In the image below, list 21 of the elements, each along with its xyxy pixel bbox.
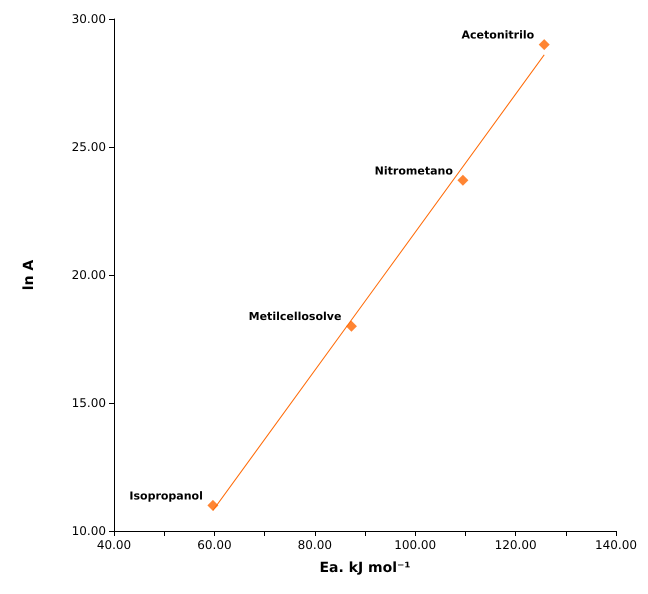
y-tick-label: 20.00 bbox=[72, 268, 106, 282]
y-axis-title: ln A bbox=[21, 260, 37, 290]
y-tick-label: 30.00 bbox=[72, 12, 106, 26]
point bbox=[538, 39, 550, 50]
annotation: Metilcellosolve bbox=[248, 310, 342, 324]
annotation: Nitrometano bbox=[374, 164, 454, 178]
x-tick-label: 140.00 bbox=[595, 538, 638, 552]
x-tick-label: 100.00 bbox=[394, 538, 436, 552]
y-tick-label: 25.00 bbox=[72, 140, 106, 154]
x-tick-label: 60.00 bbox=[197, 538, 232, 552]
point bbox=[457, 174, 468, 186]
y-tick-label: 10.00 bbox=[72, 524, 106, 538]
x-axis-title: Ea. kJ mol⁻¹ bbox=[319, 560, 411, 576]
y-tick-label: 15.00 bbox=[72, 396, 106, 410]
x-tick-label: 120.00 bbox=[494, 538, 537, 552]
point bbox=[346, 320, 357, 332]
x-tick-label: 40.00 bbox=[96, 538, 132, 552]
annotation: Acetonitrilo bbox=[462, 28, 535, 42]
x-tick-label: 80.00 bbox=[298, 538, 332, 552]
annotation: Isopropanol bbox=[129, 489, 203, 502]
point bbox=[207, 500, 218, 511]
